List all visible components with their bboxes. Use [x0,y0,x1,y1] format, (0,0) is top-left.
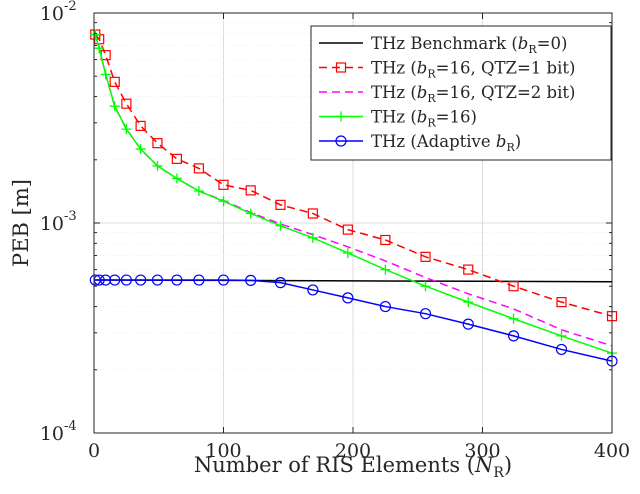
x-tick-label: 400 [594,440,630,462]
data-point-plus [193,186,204,197]
data-point-circle [100,274,112,286]
data-point-square [342,224,353,235]
data-point-square [109,76,120,87]
data-point-square [420,251,431,262]
data-point-circle [507,330,520,342]
data-point-circle [109,274,121,286]
x-tick-label: 200 [335,440,371,462]
data-point-square [275,199,286,210]
x-tick-label: 100 [205,440,241,462]
data-point-plus [342,247,353,258]
legend-label: THz (bR=16, QTZ=2 bit) [371,83,575,105]
data-point-circle [342,292,354,304]
legend-label: THz Benchmark (bR=0) [371,34,567,56]
data-point-square [245,185,256,196]
data-point-circle [335,135,347,147]
legend-box [310,25,612,161]
data-point-plus [275,220,286,231]
y-tick-exponent: -4 [64,419,77,434]
data-point-plus [218,196,229,207]
data-point-square [135,120,146,131]
data-point-plus [121,124,132,135]
series-line-4 [94,34,613,354]
legend-item-3: THz (bR=16, QTZ=2 bit) [319,83,575,105]
data-point-square [152,138,163,149]
series-line-5 [95,279,613,362]
data-point-square [171,153,182,164]
legend-item-5: THz (Adaptive bR) [319,132,521,154]
y-tick-label: 10 [40,423,64,445]
data-point-circle [193,274,205,286]
data-point-circle [217,274,230,286]
series-2 [90,29,618,322]
data-point-circle [135,274,147,286]
data-point-circle [120,274,132,286]
data-point-plus [336,111,346,122]
y-tick-exponent: -2 [64,0,77,14]
data-point-plus [109,101,120,112]
data-point-circle [419,308,432,320]
data-point-square [463,264,474,275]
data-point-square [218,179,229,190]
data-point-circle [462,318,474,330]
data-point-plus [380,264,391,275]
series-layer [89,29,618,367]
legend: THz Benchmark (bR=0) THz (bR=16, QTZ=1 bi… [310,25,612,161]
data-point-plus [556,330,567,341]
data-point-plus [152,160,163,171]
data-point-plus [94,43,105,54]
y-axis-label: PEB [m] [9,179,33,267]
data-point-circle [307,284,319,296]
data-point-circle [555,343,568,356]
data-point-square [193,163,204,174]
series-4 [90,29,617,359]
data-point-square [556,297,567,308]
data-point-square [307,208,318,219]
series-line-2 [94,34,613,317]
data-point-square [121,98,132,109]
legend-item-1: THz Benchmark (bR=0) [319,34,567,56]
legend-item-4: THz (bR=16) [319,108,477,130]
data-point-plus [307,232,318,243]
data-point-square [335,62,347,73]
x-axis-label: Number of RIS Elements (NR) [194,453,512,481]
y-tick-label: 10 [40,213,64,235]
data-point-square [508,281,519,292]
data-point-plus [90,29,101,40]
x-tick-label: 0 [88,440,100,462]
data-point-plus [100,69,111,80]
data-point-plus [135,144,146,155]
data-point-plus [171,173,182,184]
data-point-circle [151,274,164,286]
legend-label: THz (bR=16, QTZ=1 bit) [371,59,575,81]
legend-label: THz (Adaptive bR) [371,132,521,154]
data-point-circle [274,277,287,289]
legend-item-2: THz (bR=16, QTZ=1 bit) [319,59,575,81]
data-point-square [380,234,391,246]
y-tick-label: 10 [40,3,64,25]
data-point-plus [420,281,431,292]
data-point-circle [171,274,183,286]
data-point-plus [245,208,256,219]
data-point-plus [463,297,474,308]
data-point-circle [379,300,391,313]
x-tick-label: 300 [464,440,500,462]
data-point-plus [508,313,519,324]
y-tick-exponent: -3 [64,209,77,224]
legend-label: THz (bR=16) [371,108,477,130]
data-point-circle [245,274,257,286]
